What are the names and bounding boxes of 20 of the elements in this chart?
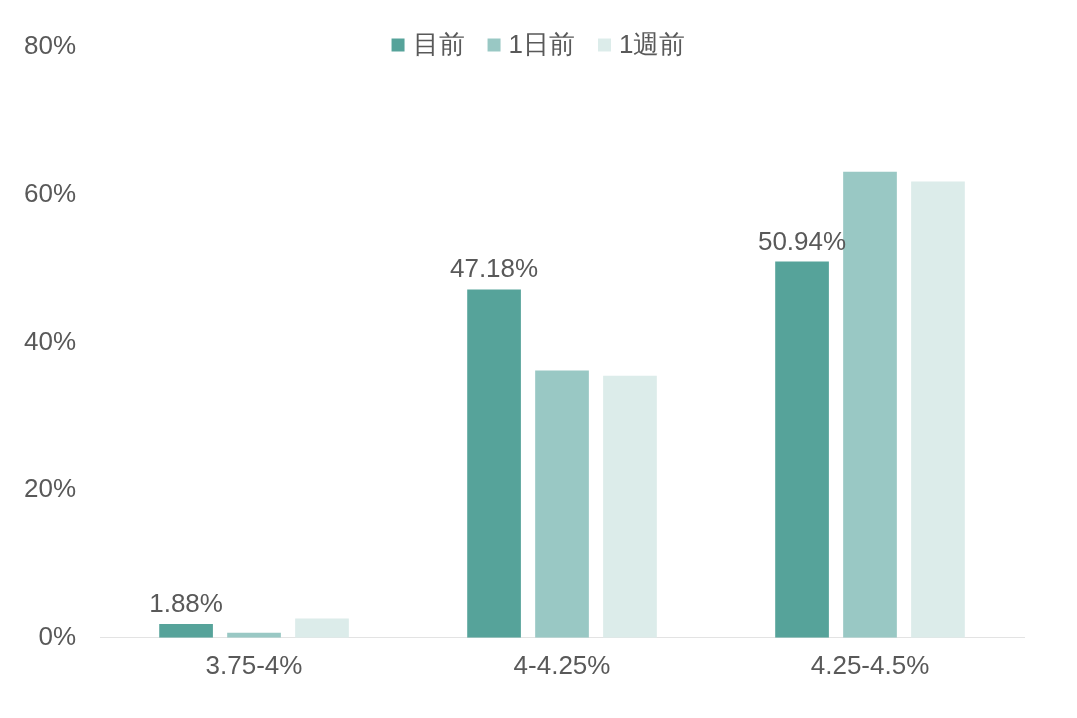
data-label: 1.88%: [149, 587, 223, 618]
legend-label: 目前: [412, 29, 465, 60]
y-tick-label: 60%: [23, 177, 77, 208]
y-tick-label: 40%: [23, 325, 77, 356]
y-tick-label: 80%: [23, 30, 77, 61]
legend-label: 1日前: [508, 29, 576, 60]
bar: [467, 289, 521, 638]
y-tick-label: 0%: [38, 620, 77, 651]
bar: [535, 370, 589, 638]
bar: [295, 618, 349, 638]
bar: [603, 375, 657, 638]
legend-label: 1週前: [619, 29, 686, 60]
bar: [775, 261, 829, 638]
bar: [911, 181, 965, 638]
x-tick-label: 4.25-4.5%: [810, 649, 930, 680]
bar: [159, 623, 213, 638]
data-label: 47.18%: [449, 253, 539, 284]
x-tick-label: 3.75-4%: [205, 649, 303, 680]
x-tick-label: 4-4.25%: [513, 649, 611, 680]
y-tick-label: 20%: [23, 473, 77, 504]
